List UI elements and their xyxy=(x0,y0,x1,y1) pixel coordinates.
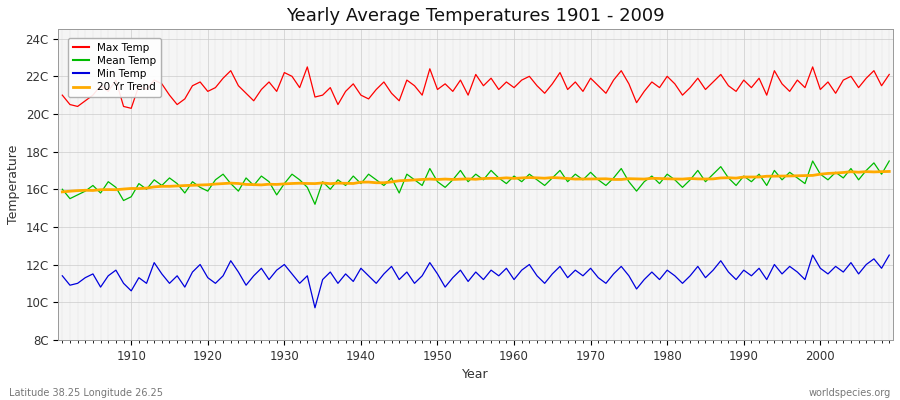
Y-axis label: Temperature: Temperature xyxy=(7,145,20,224)
X-axis label: Year: Year xyxy=(463,368,489,381)
Text: worldspecies.org: worldspecies.org xyxy=(809,388,891,398)
Text: Latitude 38.25 Longitude 26.25: Latitude 38.25 Longitude 26.25 xyxy=(9,388,163,398)
Title: Yearly Average Temperatures 1901 - 2009: Yearly Average Temperatures 1901 - 2009 xyxy=(286,7,665,25)
Legend: Max Temp, Mean Temp, Min Temp, 20 Yr Trend: Max Temp, Mean Temp, Min Temp, 20 Yr Tre… xyxy=(68,38,161,97)
